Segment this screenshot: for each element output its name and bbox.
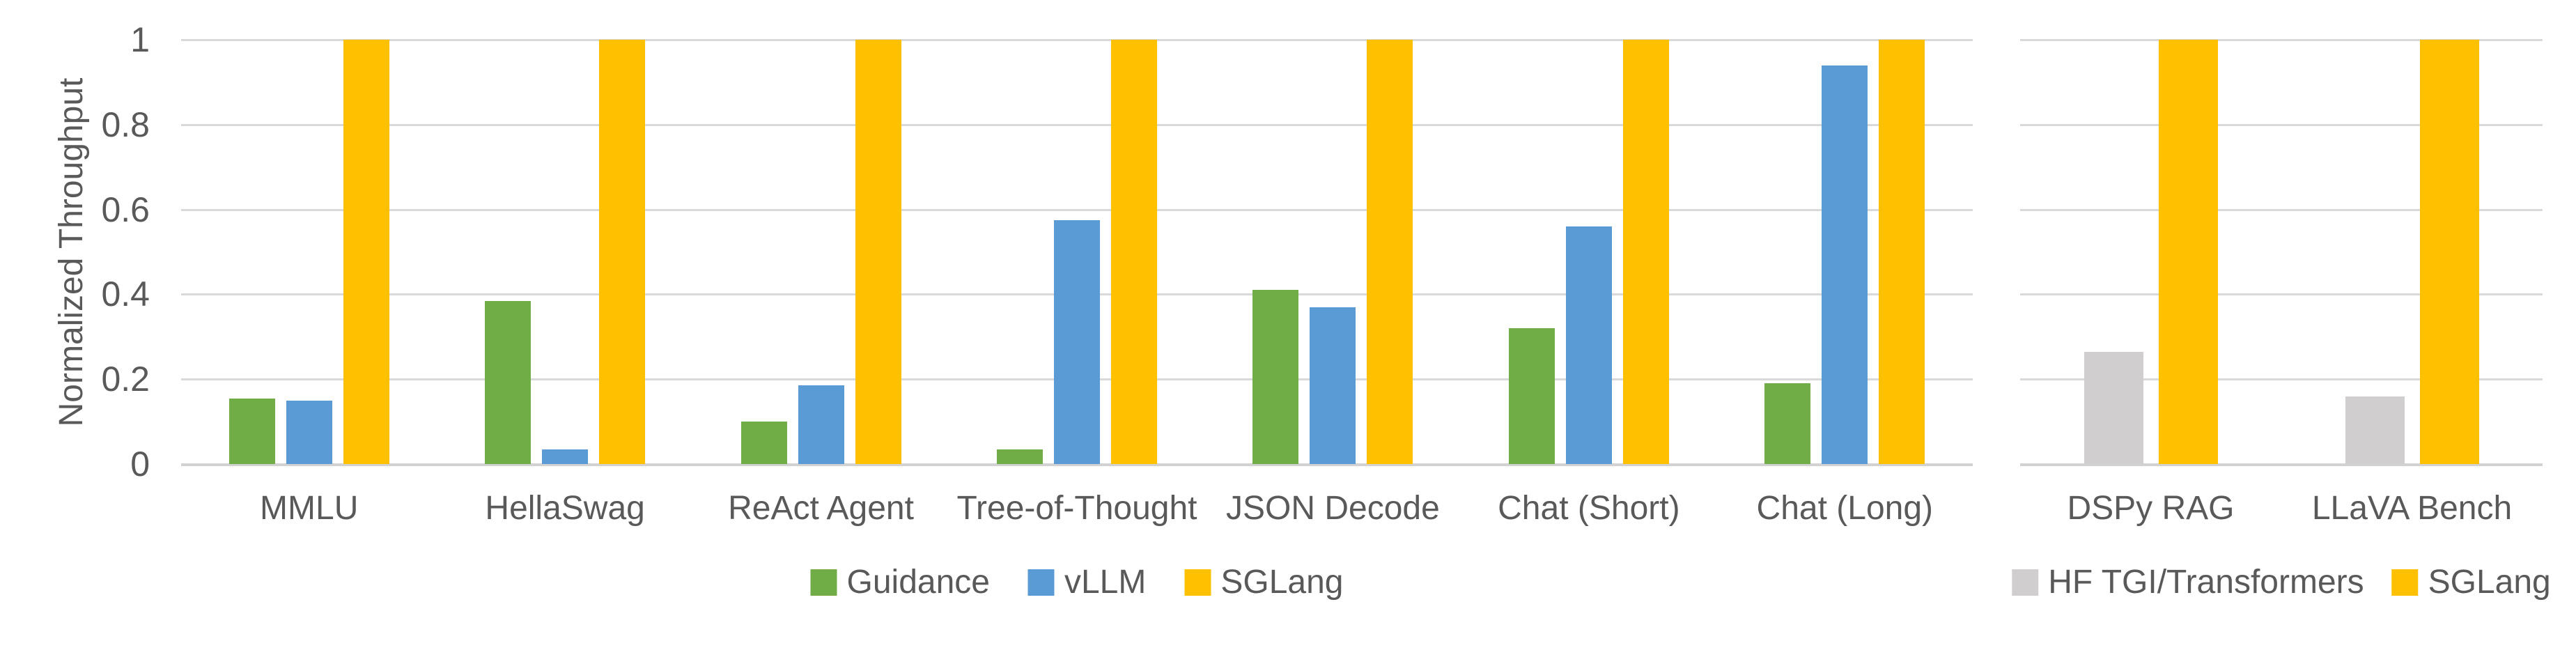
bar-sglang-react-agent [855,40,901,464]
bar-vllm-tree-of-thought [1054,220,1100,464]
gridline-0-8 [2020,123,2543,126]
category-label-json-decode: JSON Decode [1226,490,1440,527]
y-tick-label-0-6: 0.6 [101,190,150,229]
bar-guidance-hellaswag [485,301,532,464]
bar-sglang-hellaswag [599,40,646,464]
category-label-llava-bench: LLaVA Bench [2311,490,2513,527]
legend-swatch-hf-tgi-transformers [2012,569,2039,596]
bar-guidance-tree-of-thought [997,449,1043,464]
bar-vllm-hellaswag [542,449,589,464]
bar-sglang-chat-short [1622,40,1669,464]
bar-sglang-dspy-rag [2158,40,2218,464]
legend-item-vllm: vLLM [1027,564,1147,601]
bar-vllm-chat-short [1565,226,1612,464]
legend-swatch-vllm [1027,569,1055,596]
legend-item-sglang: SGLang [1184,564,1344,601]
y-tick-label-0-8: 0.8 [101,105,150,144]
bar-sglang-chat-long [1879,40,1925,464]
legend-swatch-guidance [810,569,837,596]
legend-swatch-sglang [1184,569,1211,596]
bar-vllm-chat-long [1822,65,1868,464]
y-tick-label-1: 1 [130,20,150,59]
y-tick-label-0: 0 [130,445,150,484]
gridline-1 [181,39,1973,41]
category-label-hellaswag: HellaSwag [485,490,645,527]
legend-item-sglang: SGLang [2391,564,2551,601]
bar-sglang-llava-bench [2419,40,2479,464]
category-label-mmlu: MMLU [260,490,359,527]
legend-label-guidance: Guidance [846,564,990,601]
bar-guidance-chat-short [1508,328,1555,464]
category-label-dspy-rag: DSPy RAG [2067,490,2235,527]
legend-label-hf-tgi-transformers: HF TGI/Transformers [2048,564,2364,601]
bar-hf-tgi-transformers-dspy-rag [2084,352,2143,464]
bar-vllm-json-decode [1310,307,1356,464]
bar-vllm-mmlu [286,401,332,464]
gridline-0-6 [181,208,1973,211]
bar-guidance-mmlu [228,399,275,464]
y-tick-label-0-4: 0.4 [101,275,150,314]
bar-vllm-react-agent [798,385,844,464]
x-axis-line [181,463,1973,466]
legend-item-hf-tgi-transformers: HF TGI/Transformers [2012,566,2364,599]
legend-label-sglang: SGLang [2428,564,2551,601]
legend-label-vllm: vLLM [1064,564,1147,601]
bar-guidance-chat-long [1764,383,1811,464]
category-label-tree-of-thought: Tree-of-Thought [956,490,1197,527]
bar-guidance-json-decode [1252,290,1299,464]
legend-label-sglang: SGLang [1220,564,1344,601]
category-label-chat-short: Chat (Short) [1498,490,1680,527]
x-axis-line [2020,463,2543,466]
bar-sglang-mmlu [343,40,389,464]
bar-sglang-json-decode [1367,40,1413,464]
bar-hf-tgi-transformers-llava-bench [2345,396,2405,464]
legend-item-guidance: Guidance [810,564,990,601]
category-label-chat-long: Chat (Long) [1756,490,1934,527]
gridline-0-6 [2020,208,2543,211]
category-label-react-agent: ReAct Agent [728,490,914,527]
y-tick-label-0-2: 0.2 [101,360,150,399]
bar-sglang-tree-of-thought [1111,40,1157,464]
right-chart-panel-legend: HF TGI/Transformers SGLang [2012,566,2551,599]
gridline-0-8 [181,123,1973,126]
left-chart-panel-legend: Guidance vLLM SGLang [810,564,1344,601]
legend-swatch-sglang [2391,569,2419,596]
left-chart-panel [181,39,1973,466]
right-chart-panel [2020,39,2543,466]
gridline-0-4 [2020,293,2543,296]
bar-guidance-react-agent [740,422,787,464]
gridline-1 [2020,39,2543,41]
gridline-0-2 [2020,378,2543,381]
